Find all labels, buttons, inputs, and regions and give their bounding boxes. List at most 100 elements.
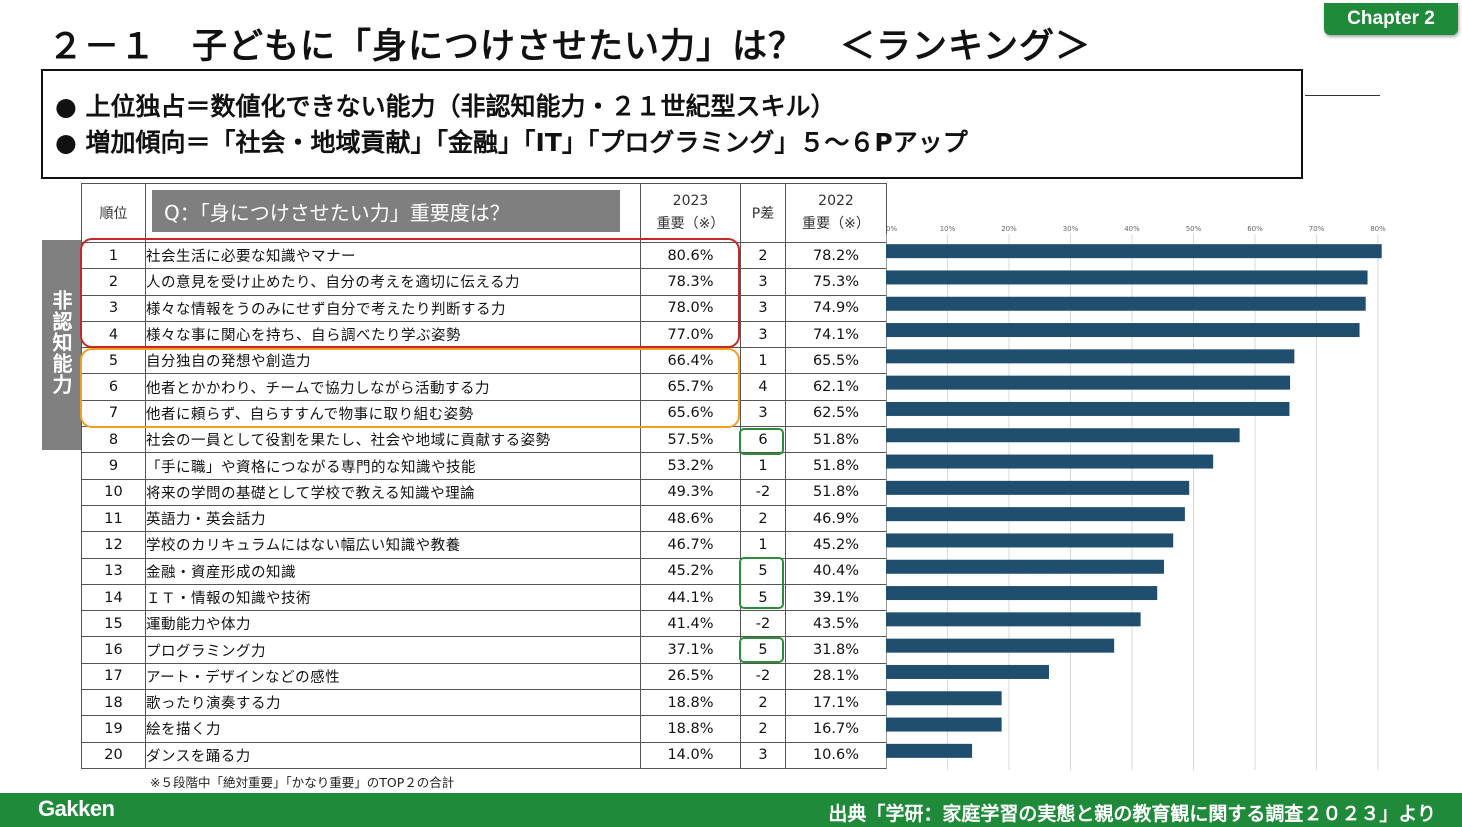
row-pdiff: 2 — [740, 504, 786, 533]
row-value-2022: 51.8% — [785, 426, 887, 454]
row-value-2023: 53.2% — [640, 452, 741, 480]
row-item: 人の意見を受け止めたり、自分の考えを適切に伝える力 — [145, 268, 641, 296]
row-value-2023: 65.6% — [640, 399, 741, 428]
row-pdiff: -2 — [740, 662, 786, 691]
row-rank: 9 — [81, 452, 146, 480]
bar-rank-9 — [886, 454, 1214, 469]
chapter-badge: Chapter 2 — [1324, 3, 1458, 35]
row-value-2022: 74.1% — [785, 320, 887, 349]
table-row: 12 学校のカリキュラムにはない幅広い知識や教養 46.7% 1 45.2% — [81, 531, 887, 559]
row-item: 他者に頼らず、自らすすんで物事に取り組む姿勢 — [145, 399, 641, 428]
table-row: 3 様々な情報をうのみにせず自分で考えたり判断する力 78.0% 3 74.9% — [81, 294, 887, 322]
bar-rank-14 — [886, 586, 1158, 601]
row-value-2022: 65.5% — [785, 347, 887, 375]
table-row: 7 他者に頼らず、自らすすんで物事に取り組む姿勢 65.6% 3 62.5% — [81, 399, 887, 428]
header-2022: 2022 重要（※） — [785, 183, 887, 243]
row-item: アート・デザインなどの感性 — [145, 662, 641, 691]
table-row: 17 アート・デザインなどの感性 26.5% -2 28.1% — [81, 662, 887, 691]
row-value-2023: 77.0% — [640, 320, 741, 349]
summary-line-1: ● 上位独占＝数値化できない能力（非認知能力・２１世紀型スキル） — [55, 92, 836, 121]
row-pdiff: -2 — [740, 610, 786, 638]
row-item: プログラミング力 — [145, 636, 641, 664]
bar-rank-4 — [886, 323, 1360, 338]
x-tick-label: 70% — [1309, 225, 1325, 233]
row-rank: 8 — [81, 426, 146, 454]
row-pdiff: 3 — [740, 320, 786, 349]
row-value-2023: 78.3% — [640, 268, 741, 296]
table-row: 16 プログラミング力 37.1% 5 31.8% — [81, 636, 887, 664]
row-value-2022: 46.9% — [785, 504, 887, 533]
row-value-2023: 26.5% — [640, 662, 741, 691]
gakken-logo: Gakken — [38, 796, 115, 821]
row-value-2023: 48.6% — [640, 504, 741, 533]
header-question: Q：「身につけさせたい力」重要度は？ — [145, 183, 641, 243]
row-value-2022: 28.1% — [785, 662, 887, 691]
row-pdiff: 2 — [740, 689, 786, 717]
row-value-2022: 51.8% — [785, 478, 887, 506]
row-value-2022: 40.4% — [785, 557, 887, 585]
row-item: 運動能力や体力 — [145, 610, 641, 638]
row-pdiff: 2 — [740, 241, 786, 270]
bar-rank-15 — [886, 612, 1141, 627]
row-pdiff: 3 — [740, 294, 786, 322]
row-item: 歌ったり演奏する力 — [145, 689, 641, 717]
row-item: ダンスを踊る力 — [145, 741, 641, 769]
row-value-2023: 65.7% — [640, 373, 741, 401]
x-tick-label: 80% — [1370, 225, 1386, 233]
table-row: 9 「手に職」や資格につながる専門的な知識や技能 53.2% 1 51.8% — [81, 452, 887, 480]
table-row: 4 様々な事に関心を持ち、自ら調べたり学ぶ姿勢 77.0% 3 74.1% — [81, 320, 887, 349]
bar-rank-11 — [886, 507, 1185, 522]
row-item: 他者とかかわり、チームで協力しながら活動する力 — [145, 373, 641, 401]
bar-rank-18 — [886, 691, 1002, 706]
row-value-2023: 78.0% — [640, 294, 741, 322]
table-row: 8 社会の一員として役割を果たし、社会や地域に貢献する姿勢 57.5% 6 51.8% — [81, 426, 887, 454]
row-pdiff: 1 — [740, 347, 786, 375]
x-tick-label: 30% — [1063, 225, 1079, 233]
row-value-2022: 62.1% — [785, 373, 887, 401]
table-row: 2 人の意見を受け止めたり、自分の考えを適切に伝える力 78.3% 3 75.3% — [81, 268, 887, 296]
divider-line — [1305, 95, 1380, 96]
row-pdiff: 3 — [740, 741, 786, 769]
row-rank: 2 — [81, 268, 146, 296]
row-value-2023: 57.5% — [640, 426, 741, 454]
ranking-table: 順位 Q：「身につけさせたい力」重要度は？ 2023 重要（※） P差 2022… — [81, 183, 887, 769]
bar-rank-3 — [886, 296, 1366, 311]
bar-rank-12 — [886, 533, 1174, 548]
row-item: 学校のカリキュラムにはない幅広い知識や教養 — [145, 531, 641, 559]
header-2022-year: 2022 — [818, 193, 854, 209]
row-pdiff: 1 — [740, 452, 786, 480]
bar-rank-16 — [886, 638, 1115, 653]
bar-rank-1 — [886, 244, 1382, 259]
row-value-2023: 45.2% — [640, 557, 741, 585]
x-tick-label: 0% — [886, 225, 897, 233]
footnote: ※５段階中「絶対重要」「かなり重要」のTOP２の合計 — [150, 775, 455, 790]
row-pdiff: 5 — [740, 583, 786, 612]
row-value-2022: 74.9% — [785, 294, 887, 322]
row-item: 絵を描く力 — [145, 715, 641, 743]
row-value-2023: 41.4% — [640, 610, 741, 638]
table-row: 11 英語力・英会話力 48.6% 2 46.9% — [81, 504, 887, 533]
table-row: 1 社会生活に必要な知識やマナー 80.6% 2 78.2% — [81, 241, 887, 270]
row-value-2023: 49.3% — [640, 478, 741, 506]
bar-chart: 0% 10% 20% 30% 40% 50% 60% 70% 80% — [886, 225, 1386, 770]
row-value-2023: 46.7% — [640, 531, 741, 559]
row-value-2022: 39.1% — [785, 583, 887, 612]
row-value-2023: 18.8% — [640, 689, 741, 717]
row-value-2023: 66.4% — [640, 347, 741, 375]
row-value-2022: 31.8% — [785, 636, 887, 664]
x-tick-label: 10% — [940, 225, 956, 233]
table-header-row: 順位 Q：「身につけさせたい力」重要度は？ 2023 重要（※） P差 2022… — [81, 183, 887, 243]
non-cognitive-label-text: 非認知能力 — [49, 290, 73, 395]
row-pdiff: 5 — [740, 636, 786, 664]
bar-rank-17 — [886, 664, 1049, 679]
footer-bar: Gakken 出典「学研：家庭学習の実態と親の教育観に関する調査２０２３」より — [0, 793, 1462, 827]
bar-rank-2 — [886, 270, 1368, 285]
row-pdiff: 6 — [740, 426, 786, 454]
row-pdiff: 3 — [740, 268, 786, 296]
bar-rank-10 — [886, 480, 1190, 495]
row-item: 様々な事に関心を持ち、自ら調べたり学ぶ姿勢 — [145, 320, 641, 349]
row-pdiff: 2 — [740, 715, 786, 743]
source-citation: 出典「学研：家庭学習の実態と親の教育観に関する調査２０２３」より — [828, 803, 1436, 825]
table-row: 18 歌ったり演奏する力 18.8% 2 17.1% — [81, 689, 887, 717]
bar-rank-20 — [886, 743, 973, 758]
